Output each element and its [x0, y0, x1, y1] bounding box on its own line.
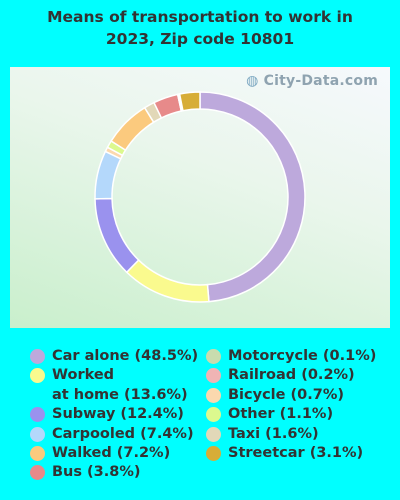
- legend-column-right: Motorcycle (0.1%) Railroad (0.2%) Bicycle …: [206, 347, 376, 463]
- legend-swatch: [206, 407, 221, 423]
- legend-item-subway: Subway (12.4%): [30, 405, 198, 424]
- legend-label: Subway (12.4%): [52, 406, 184, 423]
- donut-slice-streetcar: [178, 91, 201, 112]
- legend-label: Streetcar (3.1%): [228, 445, 364, 462]
- legend-swatch: [30, 446, 45, 462]
- legend-item-other: Other (1.1%): [206, 405, 376, 424]
- legend-item-carpooled: Carpooled (7.4%): [30, 425, 198, 444]
- legend-label: Walked (7.2%): [52, 445, 171, 462]
- legend-label: Carpooled (7.4%): [52, 425, 194, 442]
- legend-label: Bicycle (0.7%): [228, 386, 344, 403]
- legend-item-motorcycle: Motorcycle (0.1%): [206, 347, 376, 366]
- donut-slice-worked-at-home: [125, 258, 210, 303]
- chart-title-line-2: 2023, Zip code 10801: [105, 30, 295, 48]
- legend-column-left: Car alone (48.5%) Worked at home (13.6%) S…: [30, 347, 198, 483]
- legend-label: Motorcycle (0.1%): [228, 348, 377, 364]
- donut-slice-car-alone: [199, 91, 306, 303]
- donut-slice-walked: [110, 106, 155, 152]
- legend-item-walked: Walked (7.2%): [30, 444, 198, 463]
- chart-title-line-1: Means of transportation to work in: [47, 8, 353, 26]
- legend-swatch: [30, 465, 45, 481]
- chart-title: Means of transportation to work in 2023,…: [0, 6, 400, 50]
- legend-swatch: [206, 426, 221, 442]
- legend-swatch: [30, 407, 45, 423]
- donut-slice-carpooled: [94, 150, 122, 200]
- legend-swatch: [30, 368, 45, 384]
- legend-swatch: [30, 349, 45, 364]
- legend-label: Bus (3.8%): [52, 464, 141, 481]
- legend-item-railroad: Railroad (0.2%): [206, 366, 376, 385]
- legend-item-worked-at-home: Worked at home (13.6%): [30, 366, 198, 405]
- donut-slice-subway: [94, 197, 140, 274]
- legend-label: Railroad (0.2%): [228, 367, 355, 384]
- legend-swatch: [206, 368, 221, 384]
- legend-item-taxi: Taxi (1.6%): [206, 425, 376, 444]
- legend-item-bicycle: Bicycle (0.7%): [206, 386, 376, 405]
- watermark-text: City-Data.com: [263, 73, 378, 89]
- legend-item-bus: Bus (3.8%): [30, 463, 198, 482]
- legend-item-car-alone: Car alone (48.5%): [30, 347, 198, 366]
- legend-swatch: [206, 349, 221, 364]
- legend-swatch: [30, 426, 45, 442]
- legend-swatch: [206, 387, 221, 403]
- legend-label: Other (1.1%): [228, 406, 334, 423]
- legend-label: Worked at home (13.6%): [52, 367, 188, 403]
- legend-swatch: [206, 446, 221, 462]
- watermark: ◍ City-Data.com: [246, 73, 378, 89]
- legend-item-streetcar: Streetcar (3.1%): [206, 444, 376, 463]
- globe-icon: ◍: [246, 73, 264, 89]
- legend-label: Car alone (48.5%): [52, 348, 199, 364]
- legend-label: Taxi (1.6%): [228, 425, 319, 442]
